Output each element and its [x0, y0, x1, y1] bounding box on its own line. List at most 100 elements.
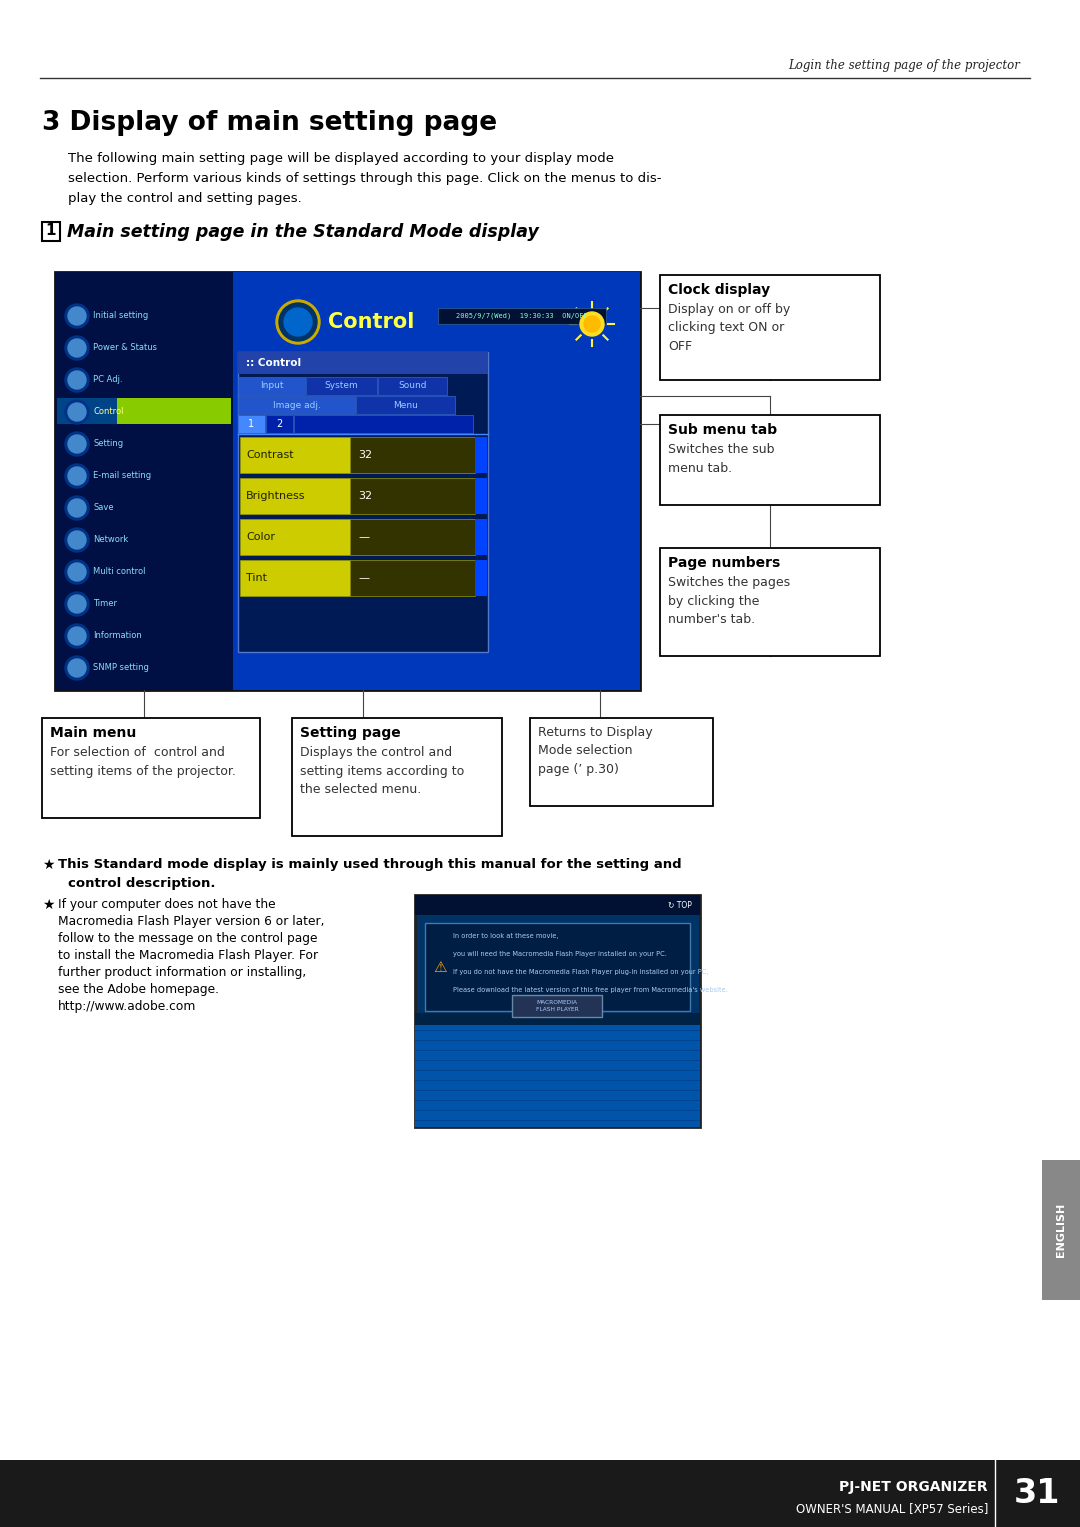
Circle shape	[284, 308, 312, 336]
Text: Brightness: Brightness	[246, 492, 306, 501]
Circle shape	[65, 528, 89, 551]
FancyBboxPatch shape	[42, 221, 60, 241]
Circle shape	[68, 531, 86, 550]
Text: ⚠: ⚠	[433, 959, 447, 974]
FancyBboxPatch shape	[240, 519, 350, 554]
Text: Timer: Timer	[93, 600, 117, 608]
FancyBboxPatch shape	[292, 718, 502, 835]
Text: http://www.adobe.com: http://www.adobe.com	[58, 1000, 197, 1012]
Circle shape	[65, 592, 89, 615]
Text: Login the setting page of the projector: Login the setting page of the projector	[788, 60, 1020, 72]
Circle shape	[68, 563, 86, 580]
Text: If your computer does not have the: If your computer does not have the	[58, 898, 275, 912]
FancyBboxPatch shape	[240, 478, 350, 515]
Text: :: Control: :: Control	[246, 357, 301, 368]
Circle shape	[65, 336, 89, 360]
FancyBboxPatch shape	[475, 519, 487, 554]
FancyBboxPatch shape	[475, 560, 487, 596]
Circle shape	[68, 371, 86, 389]
FancyBboxPatch shape	[660, 275, 880, 380]
Text: SNMP setting: SNMP setting	[93, 664, 149, 672]
FancyBboxPatch shape	[350, 437, 475, 473]
FancyBboxPatch shape	[350, 478, 475, 515]
Text: play the control and setting pages.: play the control and setting pages.	[68, 192, 301, 205]
Text: PJ-NET ORGANIZER: PJ-NET ORGANIZER	[839, 1480, 988, 1493]
Text: Multi control: Multi control	[93, 568, 146, 577]
Text: Menu: Menu	[393, 400, 418, 409]
Text: Switches the sub
menu tab.: Switches the sub menu tab.	[669, 443, 774, 475]
Text: Control: Control	[328, 312, 415, 331]
FancyBboxPatch shape	[240, 560, 350, 596]
FancyBboxPatch shape	[57, 399, 231, 425]
Text: you will need the Macromedia Flash Player installed on your PC.: you will need the Macromedia Flash Playe…	[453, 951, 666, 957]
Text: Returns to Display
Mode selection
page (’ p.30): Returns to Display Mode selection page (…	[538, 725, 652, 776]
Text: Macromedia Flash Player version 6 or later,: Macromedia Flash Player version 6 or lat…	[58, 915, 324, 928]
FancyBboxPatch shape	[42, 718, 260, 818]
FancyBboxPatch shape	[415, 895, 700, 915]
Circle shape	[65, 657, 89, 680]
FancyBboxPatch shape	[240, 437, 350, 473]
Circle shape	[68, 307, 86, 325]
Text: 3 Display of main setting page: 3 Display of main setting page	[42, 110, 497, 136]
FancyBboxPatch shape	[475, 437, 487, 473]
FancyBboxPatch shape	[233, 272, 640, 690]
Text: Main menu: Main menu	[50, 725, 136, 741]
Text: further product information or installing,: further product information or installin…	[58, 967, 307, 979]
Text: —: —	[357, 573, 369, 583]
FancyBboxPatch shape	[306, 377, 377, 395]
FancyBboxPatch shape	[415, 1025, 700, 1127]
Text: control description.: control description.	[68, 876, 216, 890]
FancyBboxPatch shape	[0, 1460, 1080, 1527]
FancyBboxPatch shape	[660, 415, 880, 505]
FancyBboxPatch shape	[1042, 1161, 1080, 1299]
Circle shape	[68, 403, 86, 421]
FancyBboxPatch shape	[415, 895, 700, 1127]
Text: For selection of  control and
setting items of the projector.: For selection of control and setting ite…	[50, 747, 235, 777]
FancyBboxPatch shape	[350, 519, 475, 554]
Text: This Standard mode display is mainly used through this manual for the setting an: This Standard mode display is mainly use…	[58, 858, 681, 870]
Circle shape	[65, 304, 89, 328]
Text: Information: Information	[93, 632, 141, 640]
FancyBboxPatch shape	[438, 308, 606, 324]
Circle shape	[65, 464, 89, 489]
Text: Page numbers: Page numbers	[669, 556, 780, 570]
Text: Displays the control and
setting items according to
the selected menu.: Displays the control and setting items a…	[300, 747, 464, 796]
FancyBboxPatch shape	[238, 415, 265, 434]
Text: OWNER'S MANUAL [XP57 Series]: OWNER'S MANUAL [XP57 Series]	[796, 1503, 988, 1515]
Circle shape	[584, 316, 600, 331]
Text: In order to look at these movie,: In order to look at these movie,	[453, 933, 558, 939]
Circle shape	[68, 660, 86, 676]
FancyBboxPatch shape	[530, 718, 713, 806]
Text: Please download the latest version of this free player from Macromedia's website: Please download the latest version of th…	[453, 986, 728, 993]
Text: Sound: Sound	[399, 382, 427, 391]
Text: Setting: Setting	[93, 440, 123, 449]
Circle shape	[65, 432, 89, 457]
FancyBboxPatch shape	[57, 399, 117, 425]
FancyBboxPatch shape	[266, 415, 293, 434]
Text: Control: Control	[93, 408, 123, 417]
Circle shape	[65, 400, 89, 425]
Text: 2005/9/7(Wed)  19:30:33  ON/OFF: 2005/9/7(Wed) 19:30:33 ON/OFF	[456, 313, 588, 319]
Circle shape	[279, 302, 318, 341]
Text: System: System	[325, 382, 359, 391]
Circle shape	[68, 339, 86, 357]
FancyBboxPatch shape	[378, 377, 447, 395]
Text: Save: Save	[93, 504, 113, 513]
Text: 1: 1	[45, 223, 56, 238]
Text: Tint: Tint	[246, 573, 267, 583]
Circle shape	[65, 560, 89, 583]
FancyBboxPatch shape	[238, 353, 488, 652]
FancyBboxPatch shape	[475, 478, 487, 515]
Circle shape	[68, 499, 86, 518]
Text: Initial setting: Initial setting	[93, 312, 148, 321]
Text: Image adj.: Image adj.	[272, 400, 321, 409]
Text: Setting page: Setting page	[300, 725, 401, 741]
Text: Display on or off by
clicking text ON or
OFF: Display on or off by clicking text ON or…	[669, 302, 791, 353]
Text: selection. Perform various kinds of settings through this page. Click on the men: selection. Perform various kinds of sett…	[68, 173, 661, 185]
FancyBboxPatch shape	[55, 272, 233, 690]
FancyBboxPatch shape	[415, 1012, 700, 1025]
Text: 2: 2	[276, 418, 283, 429]
Circle shape	[580, 312, 604, 336]
FancyBboxPatch shape	[356, 395, 455, 414]
Text: —: —	[357, 531, 369, 542]
